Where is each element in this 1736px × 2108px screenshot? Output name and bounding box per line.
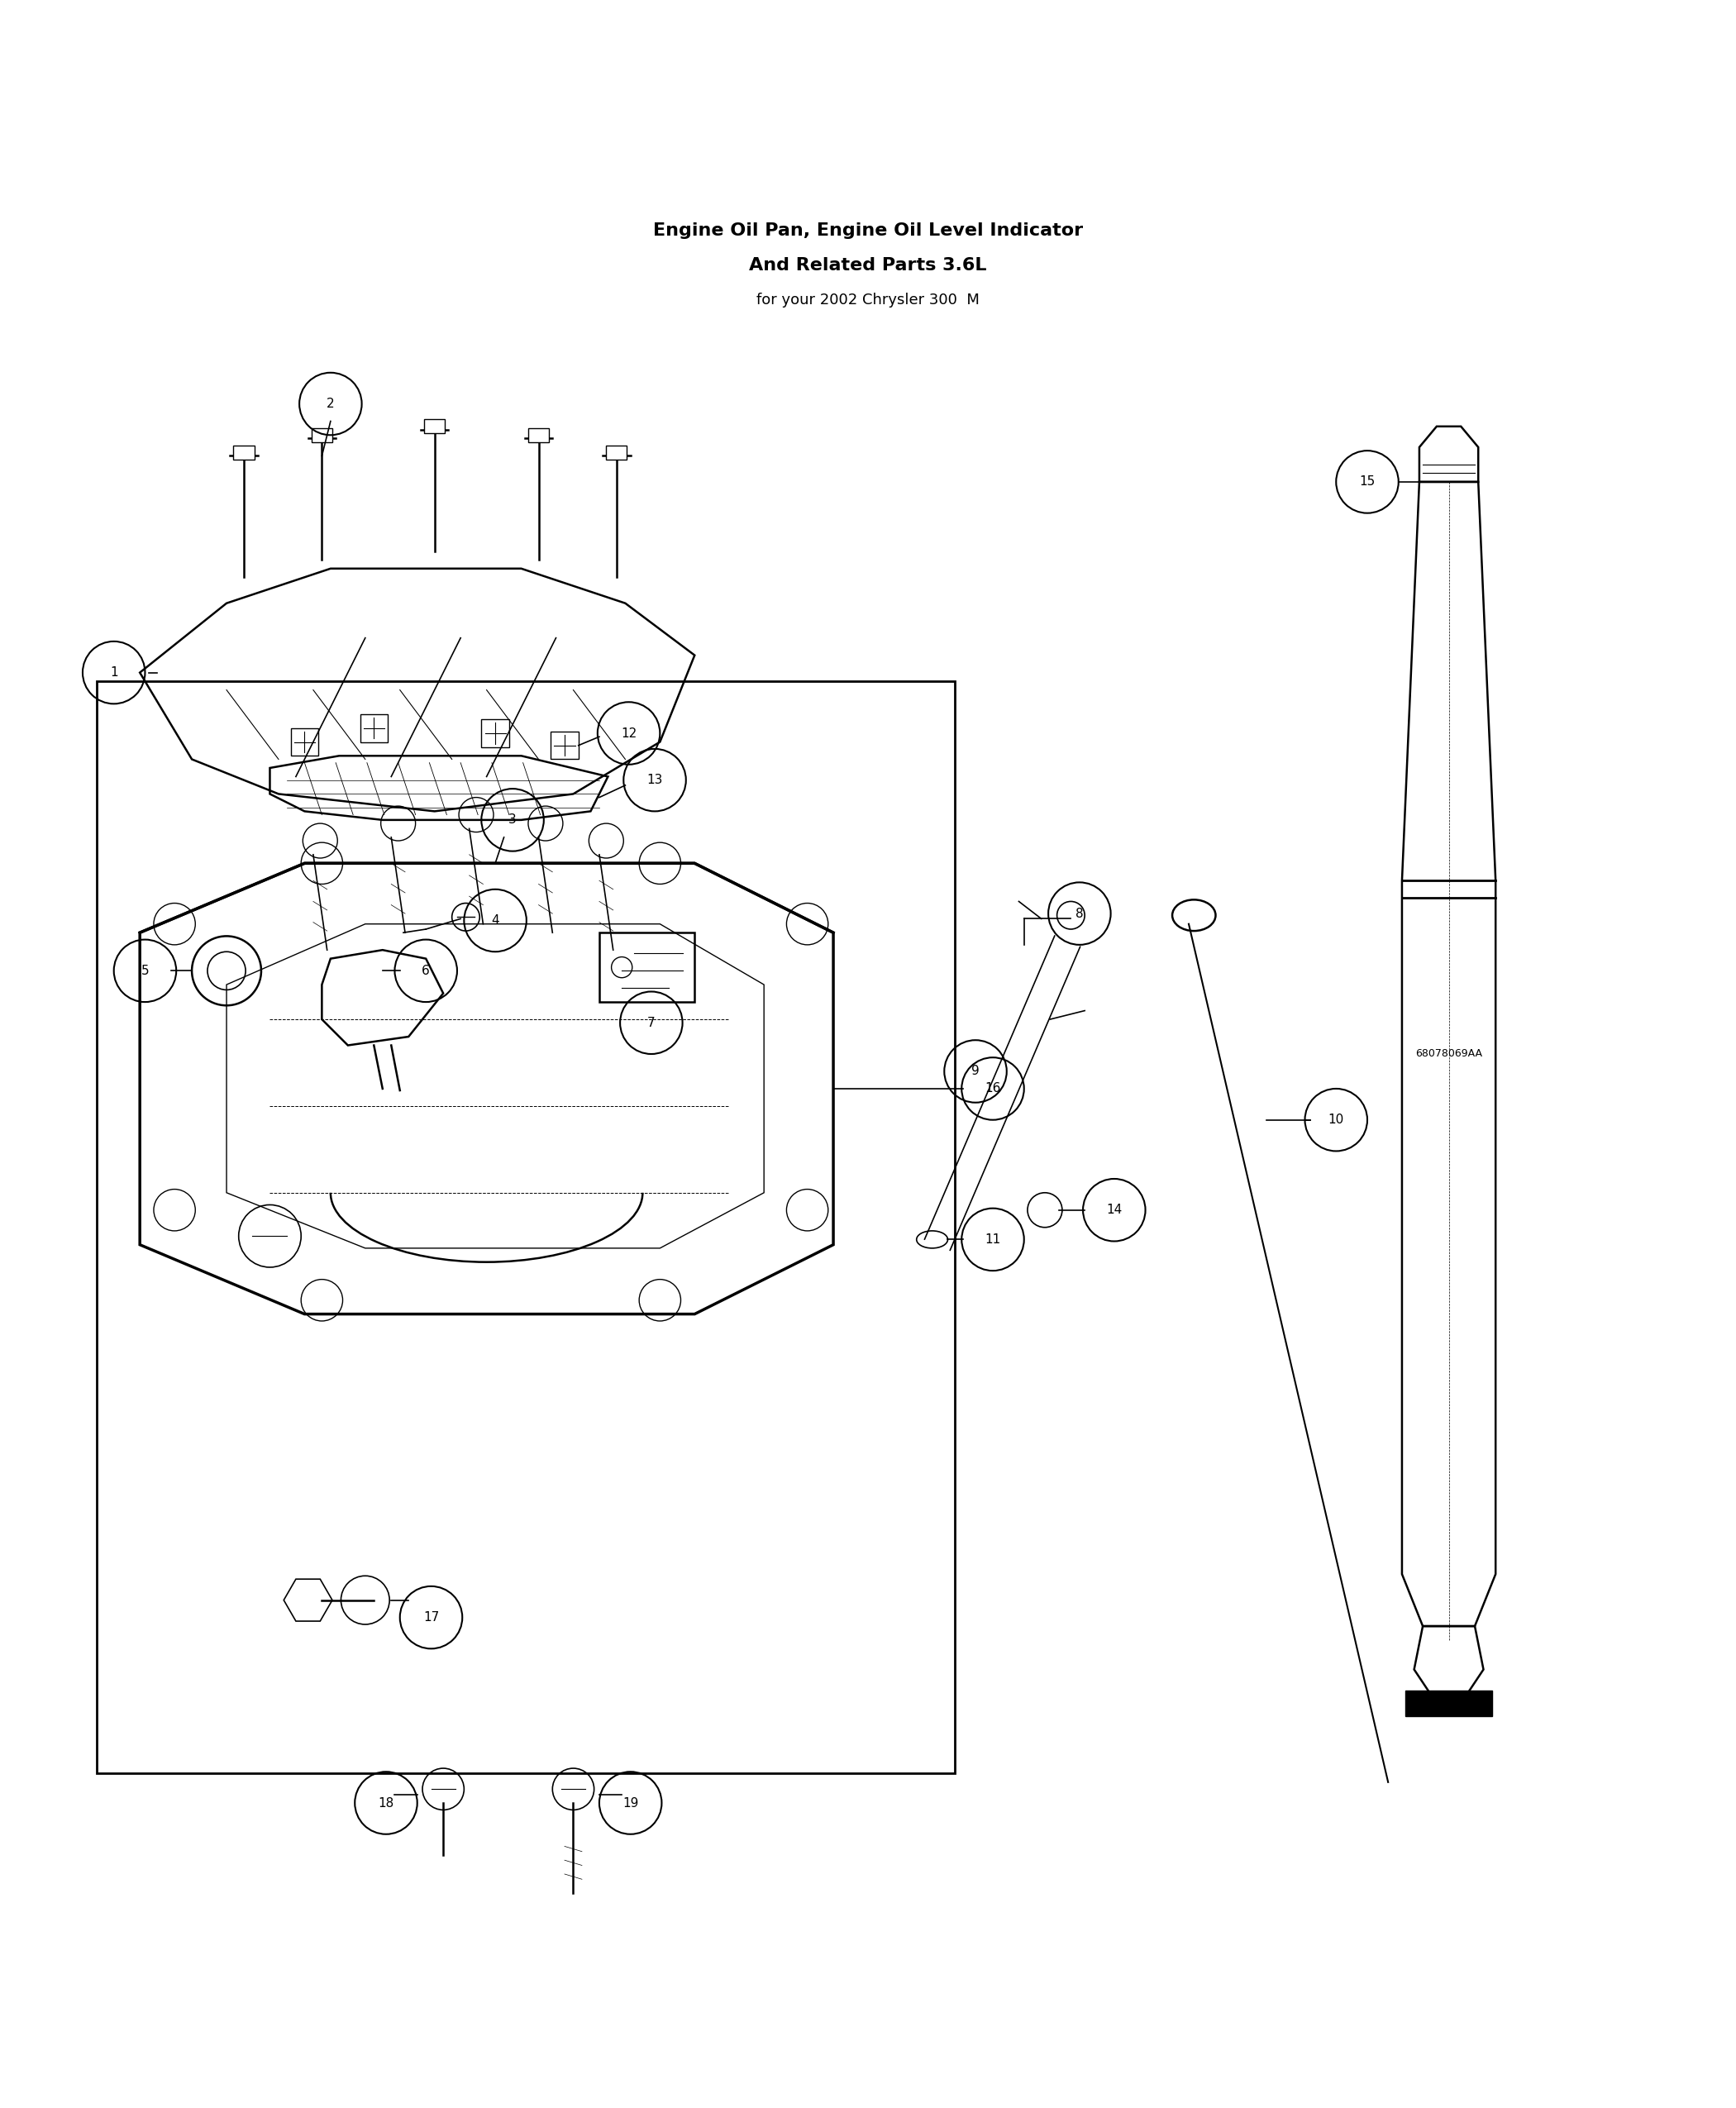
Text: And Related Parts 3.6L: And Related Parts 3.6L <box>750 257 986 274</box>
Bar <box>606 445 627 460</box>
Text: 11: 11 <box>984 1233 1000 1246</box>
Text: 5: 5 <box>141 965 149 976</box>
Bar <box>1406 1691 1493 1716</box>
Text: for your 2002 Chrysler 300  M: for your 2002 Chrysler 300 M <box>757 293 979 308</box>
Text: 68078069AA: 68078069AA <box>1415 1048 1483 1060</box>
Text: 7: 7 <box>648 1016 654 1029</box>
Text: 14: 14 <box>1106 1204 1121 1216</box>
Bar <box>359 715 387 742</box>
Text: 12: 12 <box>621 727 637 740</box>
Text: 4: 4 <box>491 915 500 928</box>
Bar <box>290 727 318 757</box>
Text: 17: 17 <box>424 1611 439 1623</box>
Bar <box>599 932 694 1001</box>
Text: 15: 15 <box>1359 476 1375 489</box>
Text: 13: 13 <box>648 774 663 786</box>
Text: Engine Oil Pan, Engine Oil Level Indicator: Engine Oil Pan, Engine Oil Level Indicat… <box>653 221 1083 238</box>
Bar <box>481 719 509 746</box>
Text: 19: 19 <box>623 1796 639 1809</box>
Text: 6: 6 <box>422 965 431 976</box>
Bar <box>550 731 578 759</box>
Text: 9: 9 <box>972 1065 979 1077</box>
Bar <box>97 681 955 1773</box>
Text: 18: 18 <box>378 1796 394 1809</box>
Bar <box>528 428 549 443</box>
Bar <box>424 419 444 434</box>
Text: 10: 10 <box>1328 1113 1344 1126</box>
Text: 16: 16 <box>984 1084 1002 1094</box>
Text: 1: 1 <box>109 666 118 679</box>
Bar <box>233 445 253 460</box>
Bar <box>311 428 332 443</box>
Text: 3: 3 <box>509 814 517 826</box>
Text: 2: 2 <box>326 398 335 411</box>
Text: 8: 8 <box>1076 906 1083 919</box>
